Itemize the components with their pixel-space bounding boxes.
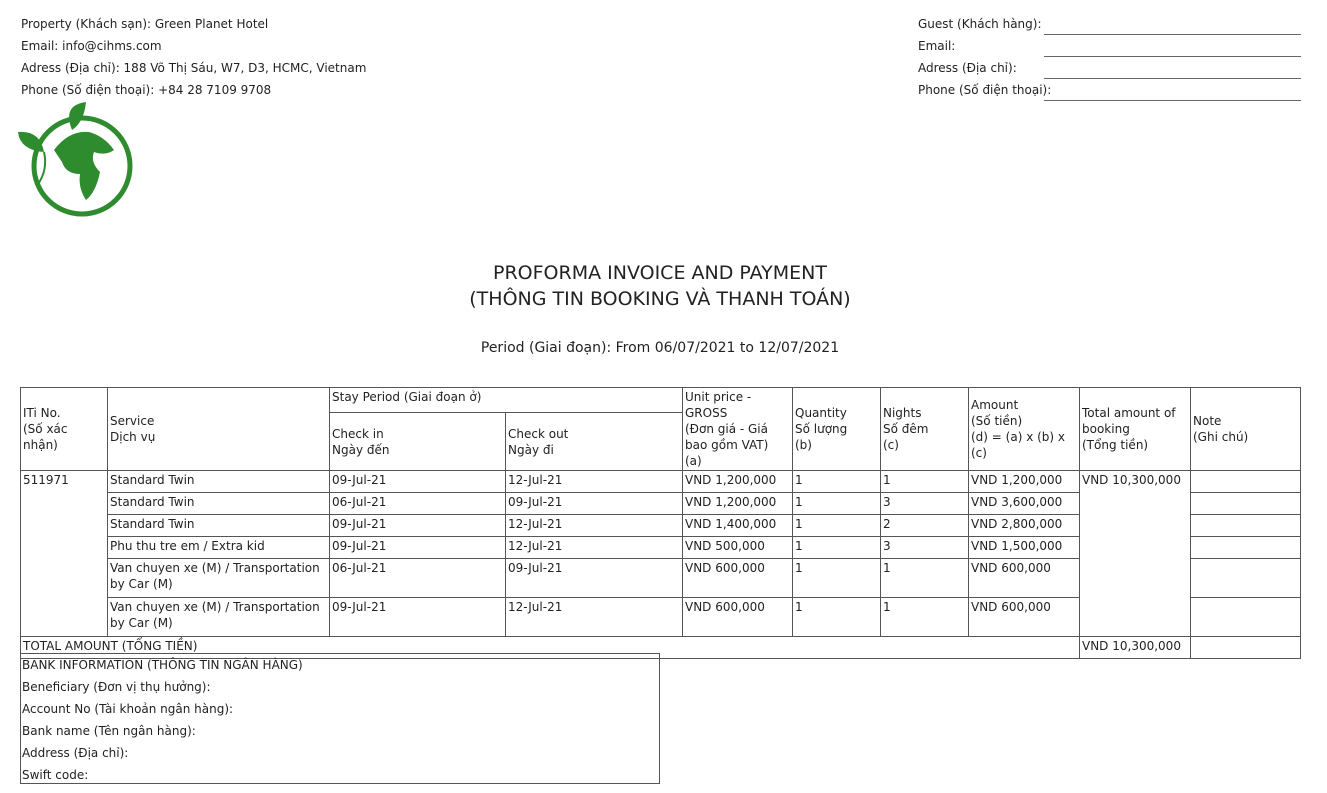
cell-qty: 1 xyxy=(792,558,881,598)
cell-checkin: 09-Jul-21 xyxy=(329,470,506,493)
property-info: Property (Khách sạn): Green Planet Hotel… xyxy=(21,13,366,101)
header-stay-period: Stay Period (Giai đoạn ở) xyxy=(329,386,683,414)
globe-leaf-logo-icon xyxy=(18,102,133,217)
header-service: Service Dịch vụ xyxy=(107,387,330,471)
cell-qty: 1 xyxy=(792,536,881,559)
guest-address-label: Adress (Địa chỉ): xyxy=(918,61,1017,75)
cell-nights: 1 xyxy=(880,470,969,493)
guest-phone-label: Phone (Số điện thoại): xyxy=(918,83,1052,97)
cell-amount: VND 2,800,000 xyxy=(968,514,1080,537)
bank-heading: BANK INFORMATION (THÔNG TIN NGÂN HÀNG) xyxy=(22,658,303,672)
booking-total: VND 10,300,000 xyxy=(1079,470,1191,637)
cell-amount: VND 1,200,000 xyxy=(968,470,1080,493)
bank-name: Bank name (Tên ngân hàng): xyxy=(22,724,196,738)
cell-unit: VND 1,400,000 xyxy=(682,514,793,537)
bank-account-no: Account No (Tài khoản ngân hàng): xyxy=(22,702,234,716)
cell-checkin: 09-Jul-21 xyxy=(329,514,506,537)
cell-nights: 2 xyxy=(880,514,969,537)
bank-beneficiary: Beneficiary (Đơn vị thụ hưởng): xyxy=(22,680,211,694)
cell-unit: VND 600,000 xyxy=(682,558,793,598)
header-check-in: Check in Ngày đến xyxy=(329,412,506,471)
cell-note xyxy=(1190,514,1301,537)
cell-service: Standard Twin xyxy=(107,514,330,537)
title-line-1: PROFORMA INVOICE AND PAYMENT xyxy=(493,262,827,284)
cell-checkin: 06-Jul-21 xyxy=(329,492,506,515)
header-unit-price: Unit price - GROSS (Đơn giá - Giá bao gồ… xyxy=(682,387,793,471)
cell-note xyxy=(1190,558,1301,598)
cell-amount: VND 1,500,000 xyxy=(968,536,1080,559)
cell-qty: 1 xyxy=(792,470,881,493)
invoice-title: PROFORMA INVOICE AND PAYMENT (THÔNG TIN … xyxy=(0,260,1320,312)
header-quantity: Quantity Số lượng (b) xyxy=(792,387,881,471)
guest-email-label: Email: xyxy=(918,39,956,53)
total-note xyxy=(1190,636,1301,659)
cell-checkin: 09-Jul-21 xyxy=(329,536,506,559)
cell-service: Van chuyen xe (M) / Transportation by Ca… xyxy=(107,558,330,598)
cell-unit: VND 600,000 xyxy=(682,597,793,637)
cell-service: Van chuyen xe (M) / Transportation by Ca… xyxy=(107,597,330,637)
total-value: VND 10,300,000 xyxy=(1079,636,1191,659)
cell-qty: 1 xyxy=(792,492,881,515)
cell-note xyxy=(1190,536,1301,559)
cell-amount: VND 600,000 xyxy=(968,597,1080,637)
table-row: Van chuyen xe (M) / Transportation by Ca… xyxy=(21,558,1301,598)
title-line-2: (THÔNG TIN BOOKING VÀ THANH TOÁN) xyxy=(469,288,851,310)
cell-nights: 3 xyxy=(880,536,969,559)
header-check-out: Check out Ngày đi xyxy=(505,412,683,471)
cell-checkin: 09-Jul-21 xyxy=(329,597,506,637)
iti-number: 511971 xyxy=(20,470,108,637)
cell-nights: 3 xyxy=(880,492,969,515)
guest-address-line xyxy=(1044,78,1301,79)
cell-unit: VND 500,000 xyxy=(682,536,793,559)
property-phone: Phone (Số điện thoại): +84 28 7109 9708 xyxy=(21,83,272,97)
header-iti: ITi No. (Số xác nhận) xyxy=(20,387,108,471)
cell-service: Phu thu tre em / Extra kid xyxy=(107,536,330,559)
invoice-table: ITi No. (Số xác nhận) Service Dịch vụ St… xyxy=(20,386,1301,659)
cell-unit: VND 1,200,000 xyxy=(682,470,793,493)
cell-note xyxy=(1190,597,1301,637)
cell-checkout: 12-Jul-21 xyxy=(505,470,683,493)
cell-note xyxy=(1190,470,1301,493)
header-amount: Amount (Số tiền) (d) = (a) x (b) x (c) xyxy=(968,387,1080,471)
bank-address: Address (Địa chỉ): xyxy=(22,746,129,760)
period-text: Period (Giai đoạn): From 06/07/2021 to 1… xyxy=(480,340,840,356)
property-address: Adress (Địa chỉ): 188 Võ Thị Sáu, W7, D3… xyxy=(21,61,367,75)
guest-email-line xyxy=(1044,56,1301,57)
cell-qty: 1 xyxy=(792,597,881,637)
header-row: ITi No. (Số xác nhận) Service Dịch vụ St… xyxy=(20,386,1301,471)
table-row: 511971 Standard Twin 09-Jul-21 12-Jul-21 VND… xyxy=(20,470,1301,637)
cell-service: Standard Twin xyxy=(107,492,330,515)
table-row: Standard Twin 09-Jul-21 12-Jul-21 VND 1,400… xyxy=(21,514,1301,537)
guest-label: Guest (Khách hàng): xyxy=(918,17,1042,31)
table-row: Standard Twin 06-Jul-21 09-Jul-21 VND 1,200… xyxy=(21,492,1301,515)
guest-phone-line xyxy=(1044,100,1301,101)
header-total: Total amount of booking (Tổng tiền) xyxy=(1079,387,1191,471)
cell-checkout: 12-Jul-21 xyxy=(505,597,683,637)
table-row: Van chuyen xe (M) / Transportation by Ca… xyxy=(21,597,1301,637)
bank-information: BANK INFORMATION (THÔNG TIN NGÂN HÀNG) B… xyxy=(20,653,660,784)
cell-amount: VND 600,000 xyxy=(968,558,1080,598)
guest-name-line xyxy=(1044,34,1301,35)
cell-checkout: 12-Jul-21 xyxy=(505,514,683,537)
cell-checkin: 06-Jul-21 xyxy=(329,558,506,598)
table-row: Phu thu tre em / Extra kid 09-Jul-21 12-Ju… xyxy=(21,536,1301,559)
cell-service: Standard Twin xyxy=(107,470,330,493)
cell-unit: VND 1,200,000 xyxy=(682,492,793,515)
property-email: Email: info@cihms.com xyxy=(21,39,162,53)
cell-amount: VND 3,600,000 xyxy=(968,492,1080,515)
property-name: Property (Khách sạn): Green Planet Hotel xyxy=(21,17,269,31)
cell-checkout: 12-Jul-21 xyxy=(505,536,683,559)
cell-nights: 1 xyxy=(880,558,969,598)
cell-checkout: 09-Jul-21 xyxy=(505,558,683,598)
cell-note xyxy=(1190,492,1301,515)
cell-qty: 1 xyxy=(792,514,881,537)
cell-checkout: 09-Jul-21 xyxy=(505,492,683,515)
header-note: Note (Ghi chú) xyxy=(1190,387,1301,471)
cell-nights: 1 xyxy=(880,597,969,637)
guest-info: Guest (Khách hàng): Email: Adress (Địa c… xyxy=(918,13,1051,101)
header-nights: Nights Số đêm (c) xyxy=(880,387,969,471)
bank-swift: Swift code: xyxy=(22,768,89,782)
